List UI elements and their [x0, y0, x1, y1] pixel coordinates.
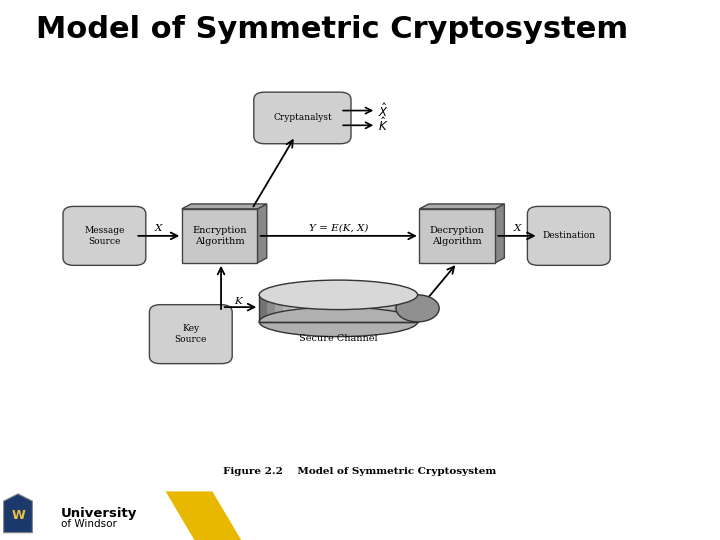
- Text: Encryption
Algorithm: Encryption Algorithm: [192, 226, 247, 246]
- Text: $\hat{X}$: $\hat{X}$: [377, 102, 388, 119]
- Polygon shape: [362, 295, 370, 322]
- Polygon shape: [181, 204, 266, 209]
- Text: $\hat{K}$: $\hat{K}$: [377, 116, 388, 134]
- Text: Cryptanalyst: Cryptanalyst: [273, 113, 332, 123]
- Ellipse shape: [396, 295, 439, 322]
- Text: University: University: [61, 507, 138, 520]
- Polygon shape: [323, 295, 330, 322]
- Polygon shape: [330, 295, 338, 322]
- FancyBboxPatch shape: [181, 209, 258, 263]
- Text: Secure Channel: Secure Channel: [299, 334, 378, 343]
- Text: Key
Source: Key Source: [175, 325, 207, 344]
- Text: K: K: [234, 296, 241, 306]
- Polygon shape: [338, 295, 346, 322]
- FancyBboxPatch shape: [63, 206, 145, 265]
- Polygon shape: [386, 295, 394, 322]
- Polygon shape: [378, 295, 386, 322]
- Polygon shape: [259, 295, 267, 322]
- Bar: [0, 491, 230, 540]
- Polygon shape: [346, 295, 354, 322]
- Polygon shape: [307, 295, 315, 322]
- FancyBboxPatch shape: [150, 305, 232, 363]
- FancyBboxPatch shape: [527, 206, 611, 265]
- Text: Destination: Destination: [542, 231, 595, 240]
- FancyBboxPatch shape: [419, 209, 495, 263]
- Text: W: W: [11, 509, 25, 522]
- Polygon shape: [267, 295, 275, 322]
- Polygon shape: [291, 295, 299, 322]
- Text: X: X: [155, 225, 162, 233]
- Polygon shape: [283, 295, 291, 322]
- Ellipse shape: [259, 307, 418, 336]
- Polygon shape: [275, 295, 283, 322]
- Polygon shape: [495, 204, 504, 263]
- Text: X: X: [513, 225, 521, 233]
- Polygon shape: [370, 295, 378, 322]
- Polygon shape: [315, 295, 323, 322]
- Ellipse shape: [259, 280, 418, 309]
- Polygon shape: [166, 491, 241, 540]
- Text: Message
Source: Message Source: [84, 226, 125, 246]
- Polygon shape: [394, 295, 402, 322]
- Polygon shape: [402, 295, 410, 322]
- FancyBboxPatch shape: [253, 92, 351, 144]
- Polygon shape: [258, 204, 266, 263]
- Text: Y = E(K, X): Y = E(K, X): [309, 224, 368, 233]
- Text: Model of Symmetric Cryptosystem: Model of Symmetric Cryptosystem: [36, 15, 628, 44]
- Polygon shape: [419, 204, 504, 209]
- Polygon shape: [4, 494, 32, 532]
- Polygon shape: [299, 295, 307, 322]
- Text: Decryption
Algorithm: Decryption Algorithm: [430, 226, 485, 246]
- Text: Figure 2.2    Model of Symmetric Cryptosystem: Figure 2.2 Model of Symmetric Cryptosyst…: [223, 467, 497, 476]
- Text: of Windsor: of Windsor: [61, 519, 117, 529]
- Polygon shape: [354, 295, 362, 322]
- Polygon shape: [410, 295, 418, 322]
